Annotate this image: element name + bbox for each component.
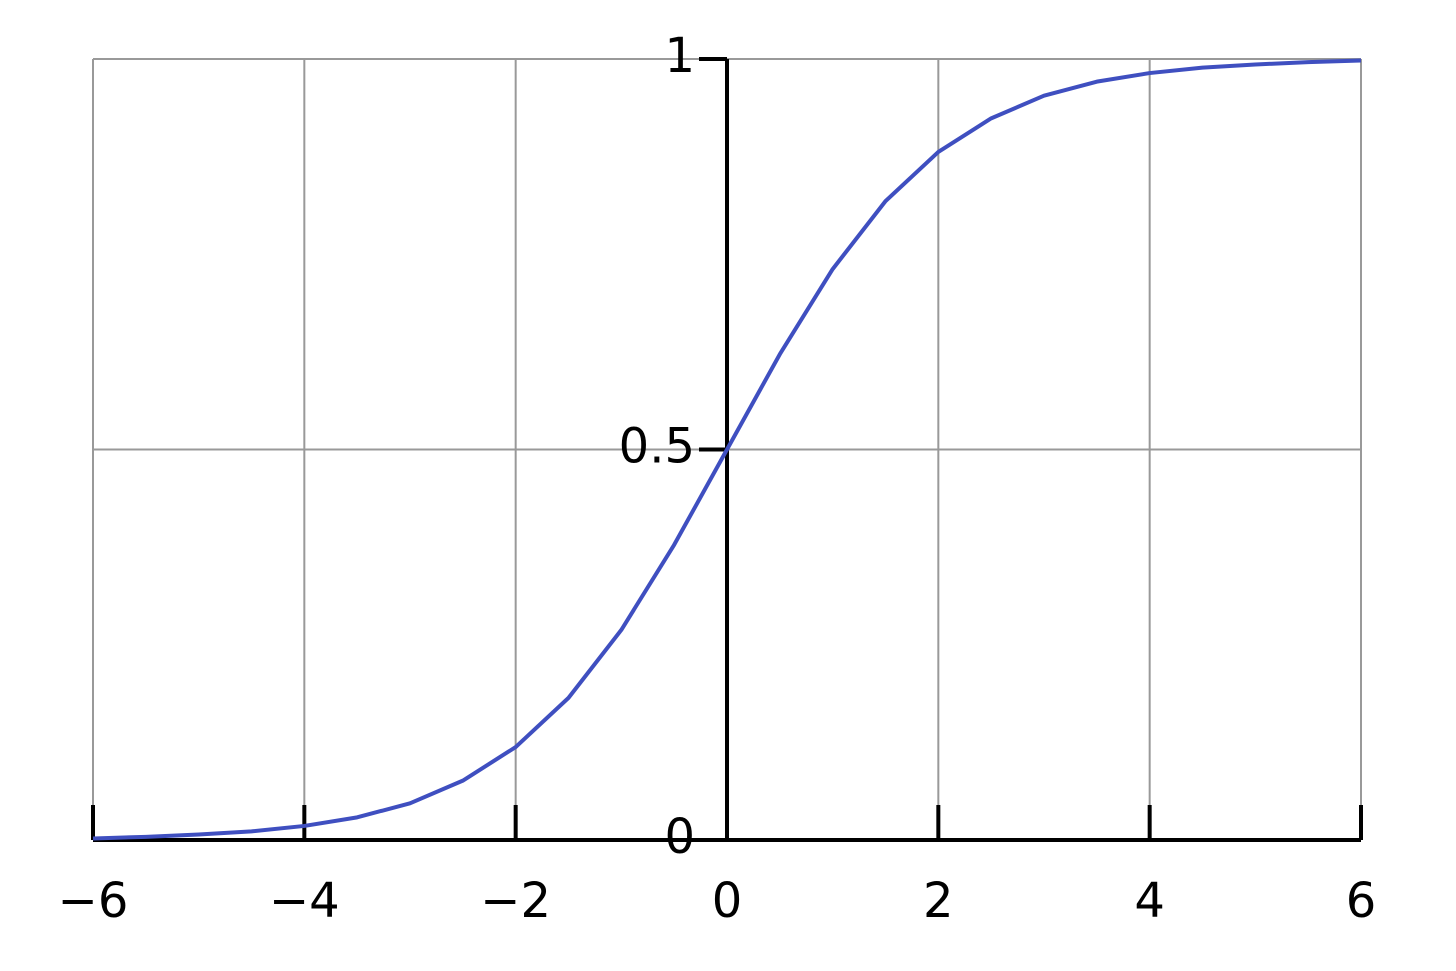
x-tick-label: 6 bbox=[1346, 873, 1377, 929]
x-tick-label: −4 bbox=[269, 873, 340, 929]
x-tick-label: 2 bbox=[923, 873, 954, 929]
sigmoid-curve bbox=[92, 58, 1362, 841]
y-tick-label: 0 bbox=[664, 809, 695, 865]
y-tick-label: 1 bbox=[664, 28, 695, 84]
x-tick-label: −2 bbox=[480, 873, 551, 929]
x-tick-label: 0 bbox=[712, 873, 743, 929]
x-tick-label: −6 bbox=[58, 873, 129, 929]
x-tick-label: 4 bbox=[1134, 873, 1165, 929]
y-tick-label: 0.5 bbox=[619, 419, 695, 475]
